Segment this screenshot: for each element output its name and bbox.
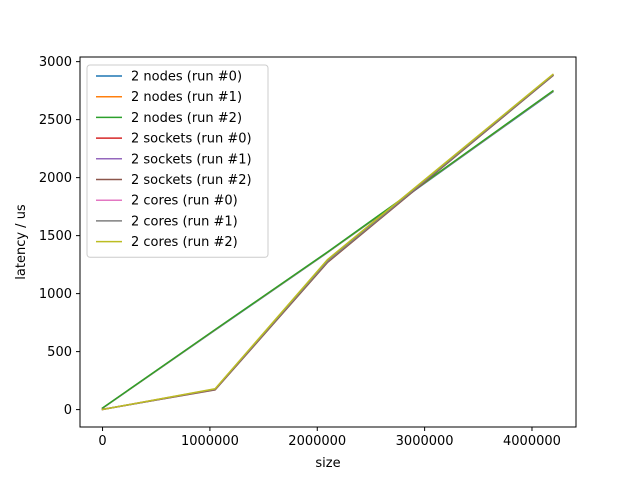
- legend-label-4: 2 sockets (run #1): [131, 152, 252, 167]
- x-tick-label-1: 1000000: [181, 434, 239, 449]
- y-tick-label-0: 0: [64, 403, 72, 418]
- x-tick-label-0: 0: [98, 434, 106, 449]
- series-line-8: [101, 73, 554, 411]
- legend-box: [86, 64, 269, 258]
- x-axis-label: size: [315, 456, 340, 471]
- y-axis-ticks: 0 500 1000 1500 2000 2500 3000: [39, 55, 80, 418]
- y-axis-label: latency / us: [14, 204, 29, 280]
- legend-label-1: 2 nodes (run #1): [131, 90, 242, 105]
- x-tick-label-2: 2000000: [288, 434, 346, 449]
- legend-label-3: 2 sockets (run #0): [131, 132, 252, 147]
- legend-label-8: 2 cores (run #2): [131, 235, 238, 250]
- plot-frame: [79, 56, 577, 428]
- legend-label-5: 2 sockets (run #2): [131, 173, 252, 188]
- y-tick-label-5: 2500: [39, 113, 72, 128]
- x-tick-label-4: 4000000: [503, 434, 561, 449]
- y-tick-label-6: 3000: [39, 55, 72, 70]
- series-line-2: [101, 89, 554, 410]
- legend-label-0: 2 nodes (run #0): [131, 70, 242, 85]
- x-tick-label-3: 3000000: [396, 434, 454, 449]
- series-layer: [101, 73, 554, 411]
- legend-label-6: 2 cores (run #0): [131, 194, 238, 209]
- y-tick-label-1: 500: [47, 345, 72, 360]
- legend-label-7: 2 cores (run #1): [131, 214, 238, 229]
- x-axis-ticks: 0 1000000 2000000 3000000 4000000: [98, 427, 561, 449]
- y-tick-label-3: 1500: [39, 229, 72, 244]
- y-tick-label-4: 2000: [39, 171, 72, 186]
- legend-label-2: 2 nodes (run #2): [131, 111, 242, 126]
- y-tick-label-2: 1000: [39, 287, 72, 302]
- legend: 2 nodes (run #0) 2 nodes (run #1) 2 nodes …: [86, 64, 269, 258]
